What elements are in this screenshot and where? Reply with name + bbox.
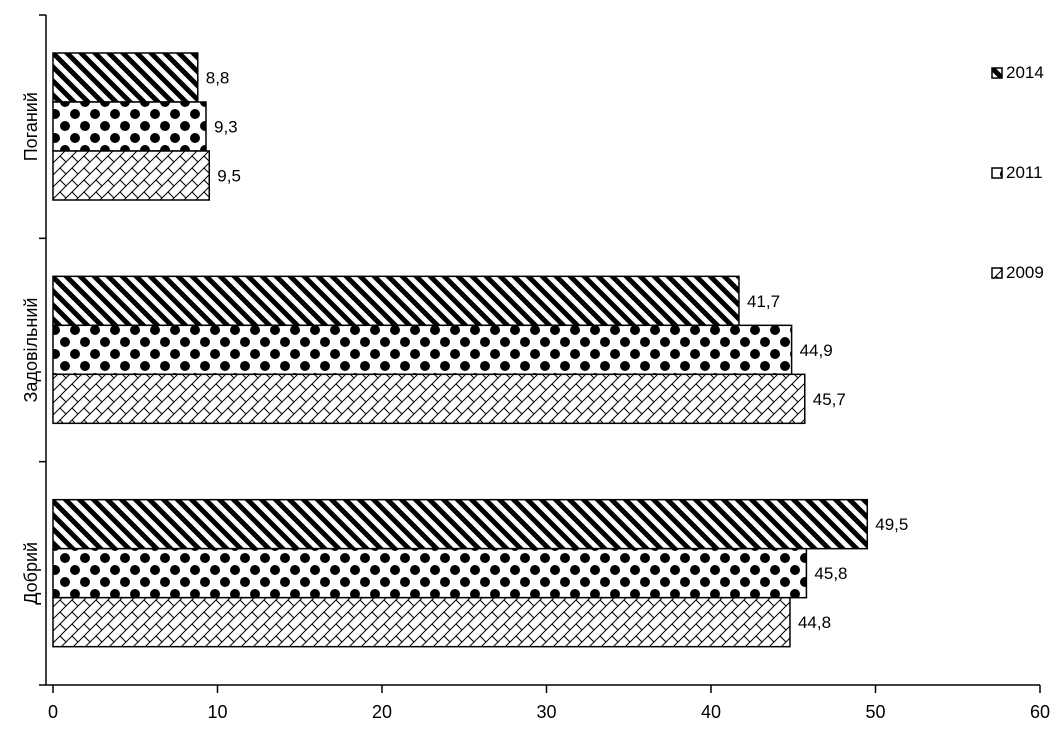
data-label: 41,7 [747, 292, 780, 311]
legend-swatch-2011 [991, 167, 1003, 179]
x-tick-label: 10 [207, 702, 227, 722]
data-label: 8,8 [206, 69, 230, 88]
data-label: 49,5 [875, 515, 908, 534]
bar-2009-1 [52, 373, 806, 425]
category-label: Добрий [21, 542, 41, 605]
x-tick-label: 20 [372, 702, 392, 722]
x-tick-label: 30 [536, 702, 556, 722]
legend-label: 2011 [1006, 163, 1043, 182]
legend: 2014 2011 2009 [991, 63, 1044, 282]
data-label: 44,8 [798, 613, 831, 632]
x-tick-label: 50 [865, 702, 885, 722]
x-tick-label: 60 [1030, 702, 1050, 722]
legend-label: 2009 [1006, 263, 1044, 282]
legend-swatch-2014 [991, 67, 1003, 79]
category-label: Задовільний [21, 298, 41, 403]
bar-2011-1 [52, 324, 793, 376]
data-label: 45,7 [813, 390, 846, 409]
bar-2011-0 [52, 101, 207, 152]
bar-2014-2 [52, 498, 869, 550]
bar-2009-2 [52, 596, 791, 648]
category-label: Поганий [21, 92, 41, 161]
legend-swatch-2009 [991, 267, 1003, 279]
x-tick-label: 40 [701, 702, 721, 722]
data-label: 9,3 [214, 118, 238, 137]
bar-2014-1 [52, 275, 740, 327]
bar-2009-0 [52, 150, 211, 201]
data-label: 9,5 [217, 167, 241, 186]
legend-label: 2014 [1006, 63, 1044, 82]
x-tick-label: 0 [48, 702, 58, 722]
data-label: 44,9 [800, 341, 833, 360]
plot-area: 8,8 9,3 9,5 Поганий 41,7 44,9 45,7 Задовільний 4… [21, 14, 1050, 722]
bar-2011-2 [52, 547, 808, 599]
bar-2014-0 [52, 52, 199, 103]
data-label: 45,8 [814, 564, 847, 583]
